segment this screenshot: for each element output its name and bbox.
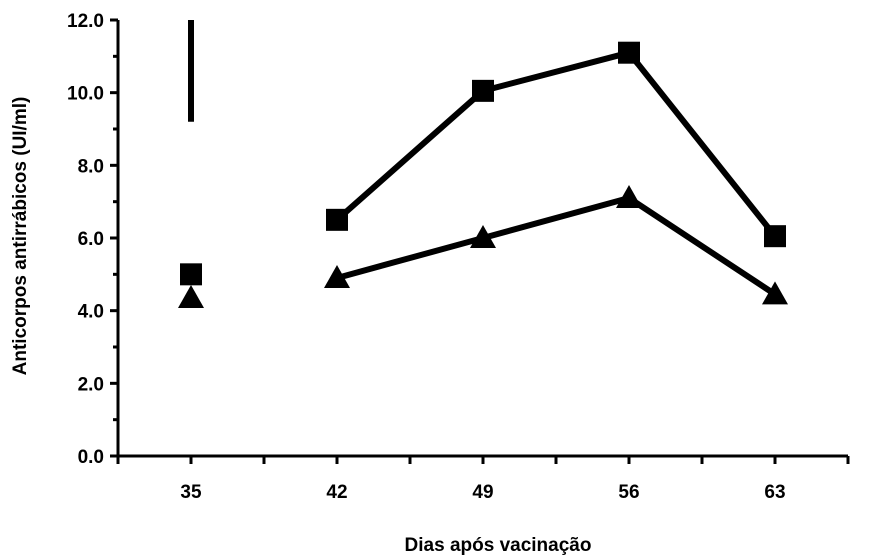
x-tick-label: 63 — [764, 482, 785, 503]
y-tick-label: 10.0 — [67, 84, 104, 105]
triangle-marker — [762, 281, 788, 305]
tick-labels: 0.0 2.0 4.0 6.0 8.0 10.0 12.0 35 42 49 56 63 — [67, 11, 786, 503]
square-marker — [180, 263, 202, 286]
y-tick-label: 2.0 — [78, 374, 104, 395]
y-tick-label: 0.0 — [78, 447, 104, 468]
y-tick-label: 4.0 — [78, 302, 104, 323]
triangle-marker — [324, 264, 350, 288]
triangle-marker — [470, 225, 496, 248]
x-tick-label: 42 — [326, 482, 347, 503]
markers — [178, 41, 788, 308]
triangle-marker — [616, 185, 642, 209]
y-axis-title: Anticorpos antirrábicos (UI/ml) — [10, 97, 31, 376]
x-tick-label: 35 — [180, 482, 202, 503]
triangle-marker — [178, 284, 204, 308]
square-marker — [764, 225, 786, 248]
x-axis-title: Dias após vacinação — [405, 535, 592, 556]
x-tick-label: 49 — [472, 482, 493, 503]
series-lines — [335, 49, 778, 297]
series-line-triangle — [336, 194, 777, 297]
y-tick-label: 12.0 — [67, 11, 104, 32]
square-marker — [326, 208, 348, 231]
axes — [110, 18, 850, 464]
y-tick-label: 6.0 — [78, 229, 104, 250]
square-marker — [618, 41, 640, 64]
y-tick-label: 8.0 — [78, 156, 104, 177]
square-marker — [472, 79, 494, 102]
series-line-square — [335, 49, 778, 239]
x-tick-label: 56 — [618, 482, 639, 503]
